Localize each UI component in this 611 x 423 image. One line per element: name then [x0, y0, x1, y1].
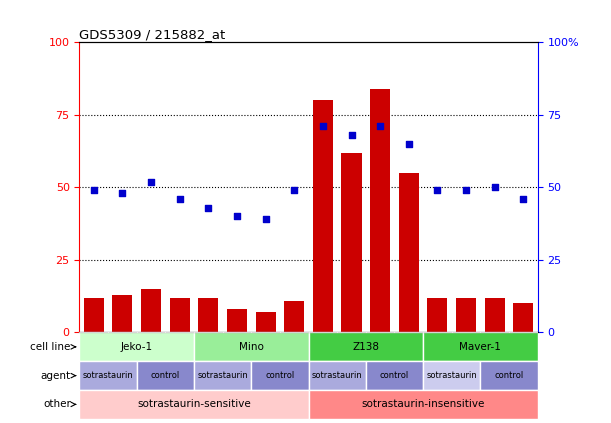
Text: sotrastaurin: sotrastaurin	[197, 371, 248, 380]
Point	[261, 216, 271, 222]
Bar	[137, 332, 166, 333]
Bar	[309, 390, 538, 419]
Bar	[280, 332, 309, 333]
Bar	[366, 361, 423, 390]
Bar	[485, 298, 505, 332]
Bar	[255, 312, 276, 332]
Point	[146, 178, 156, 185]
Bar	[366, 332, 395, 333]
Bar	[428, 298, 447, 332]
Text: sotrastaurin-sensitive: sotrastaurin-sensitive	[137, 399, 251, 409]
Bar	[79, 332, 108, 333]
Point	[117, 190, 127, 197]
Point	[404, 140, 414, 147]
Point	[519, 195, 529, 202]
Bar	[79, 361, 137, 390]
Point	[89, 187, 98, 194]
Bar	[141, 289, 161, 332]
Bar	[370, 89, 390, 332]
Bar	[227, 309, 247, 332]
Point	[290, 187, 299, 194]
Text: Maver-1: Maver-1	[459, 342, 502, 352]
Bar	[423, 332, 538, 361]
Bar	[251, 332, 280, 333]
Text: sotrastaurin: sotrastaurin	[82, 371, 133, 380]
Bar	[199, 298, 218, 332]
Bar	[342, 153, 362, 332]
Point	[232, 213, 242, 220]
Text: cell line: cell line	[31, 342, 71, 352]
Bar	[137, 361, 194, 390]
Bar	[79, 390, 309, 419]
Point	[175, 195, 185, 202]
Text: Jeko-1: Jeko-1	[120, 342, 153, 352]
Point	[490, 184, 500, 191]
Bar	[84, 298, 104, 332]
Bar	[112, 295, 133, 332]
Bar	[395, 332, 423, 333]
Text: GDS5309 / 215882_at: GDS5309 / 215882_at	[79, 28, 225, 41]
Bar	[509, 332, 538, 333]
Bar	[480, 361, 538, 390]
Bar	[222, 332, 251, 333]
Point	[375, 123, 385, 130]
Bar	[79, 332, 194, 361]
Bar	[313, 100, 333, 332]
Point	[203, 204, 213, 211]
Text: control: control	[494, 371, 524, 380]
Bar	[108, 332, 137, 333]
Point	[318, 123, 327, 130]
Text: sotrastaurin: sotrastaurin	[426, 371, 477, 380]
Bar	[170, 298, 189, 332]
Bar	[480, 332, 509, 333]
Bar	[251, 361, 309, 390]
Bar	[309, 332, 337, 333]
Bar	[194, 332, 309, 361]
Bar	[513, 303, 533, 332]
Bar	[337, 332, 366, 333]
Bar	[309, 361, 366, 390]
Point	[461, 187, 471, 194]
Text: control: control	[380, 371, 409, 380]
Bar	[194, 332, 222, 333]
Bar	[452, 332, 480, 333]
Bar	[309, 332, 423, 361]
Text: sotrastaurin-insensitive: sotrastaurin-insensitive	[362, 399, 485, 409]
Text: agent: agent	[41, 371, 71, 381]
Bar	[423, 361, 480, 390]
Bar	[456, 298, 476, 332]
Text: sotrastaurin: sotrastaurin	[312, 371, 362, 380]
Text: control: control	[265, 371, 295, 380]
Bar	[166, 332, 194, 333]
Point	[346, 132, 356, 139]
Bar	[423, 332, 452, 333]
Bar	[284, 301, 304, 332]
Text: other: other	[43, 399, 71, 409]
Bar	[194, 361, 251, 390]
Text: control: control	[151, 371, 180, 380]
Bar	[399, 173, 419, 332]
Text: Mino: Mino	[239, 342, 264, 352]
Point	[433, 187, 442, 194]
Text: Z138: Z138	[353, 342, 379, 352]
